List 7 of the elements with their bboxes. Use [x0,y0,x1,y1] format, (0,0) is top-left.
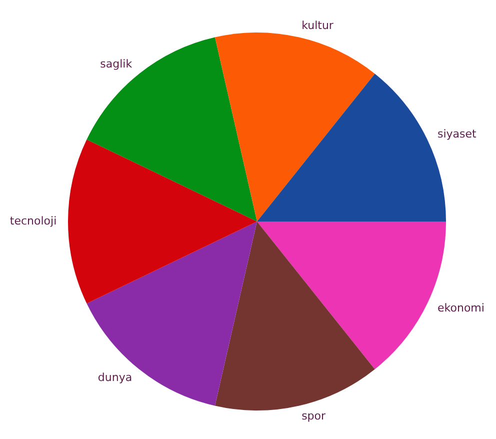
slice-label: spor [302,410,326,423]
slice-label: kultur [302,19,334,32]
slice-label: siyaset [438,127,478,140]
slice-label: tecnoloji [10,214,57,228]
slice-label: ekonomi [438,301,484,314]
slice-label: saglik [100,58,133,71]
slice-label: dunya [98,370,132,384]
